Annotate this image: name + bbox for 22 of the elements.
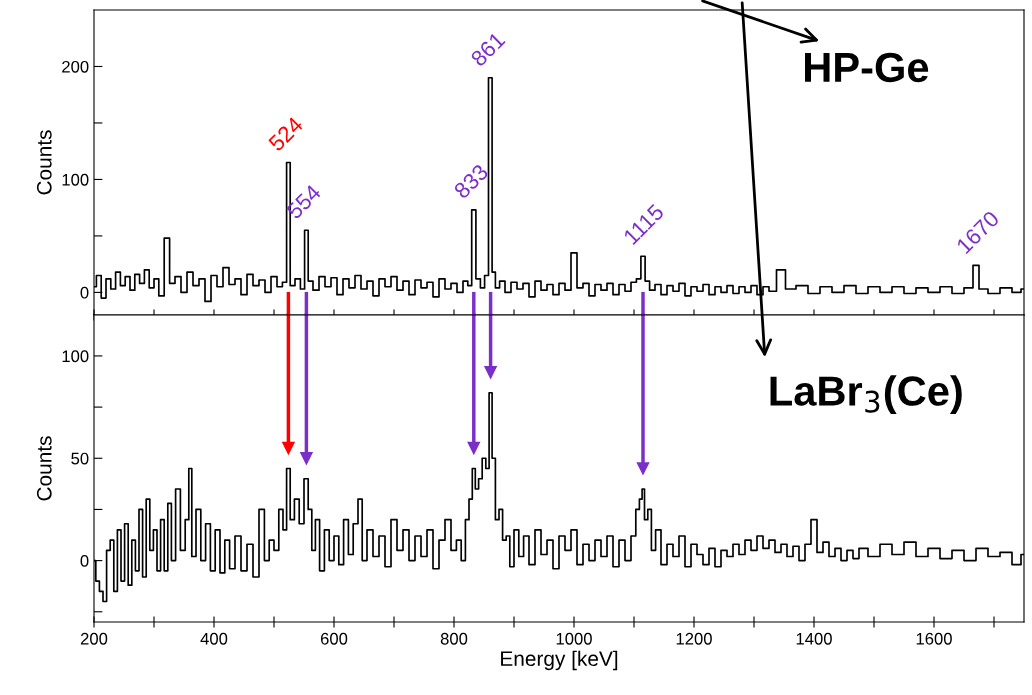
x-tick-label: 400 — [200, 632, 228, 645]
x-tick-label: 1600 — [916, 632, 952, 645]
x-tick-label: 1000 — [556, 632, 592, 645]
y-axis-title: Counts — [36, 130, 52, 195]
x-axis-title: Energy [keV] — [501, 650, 618, 671]
annotation: HP-Ge — [805, 52, 929, 83]
x-tick-label: 1400 — [796, 632, 832, 645]
annotation: 833 — [453, 163, 490, 200]
annotation: LaBr$_{3}$(Ce) — [770, 375, 962, 415]
annotation: 524 — [267, 115, 304, 152]
y-tick-label: 100 — [62, 173, 89, 186]
annotation: 554 — [285, 183, 322, 220]
x-tick-label: 800 — [440, 632, 468, 645]
x-tick-label: 1200 — [676, 632, 712, 645]
y-tick-label: 0 — [80, 286, 89, 299]
y-axis-title: Counts — [36, 436, 52, 501]
y-tick-label: 0 — [80, 555, 89, 567]
y-tick-label: 50 — [71, 452, 89, 465]
y-tick-label: 100 — [62, 350, 89, 363]
x-tick-label: 600 — [320, 632, 348, 645]
y-tick-label: 200 — [62, 60, 89, 73]
annotation: 861 — [469, 31, 506, 68]
